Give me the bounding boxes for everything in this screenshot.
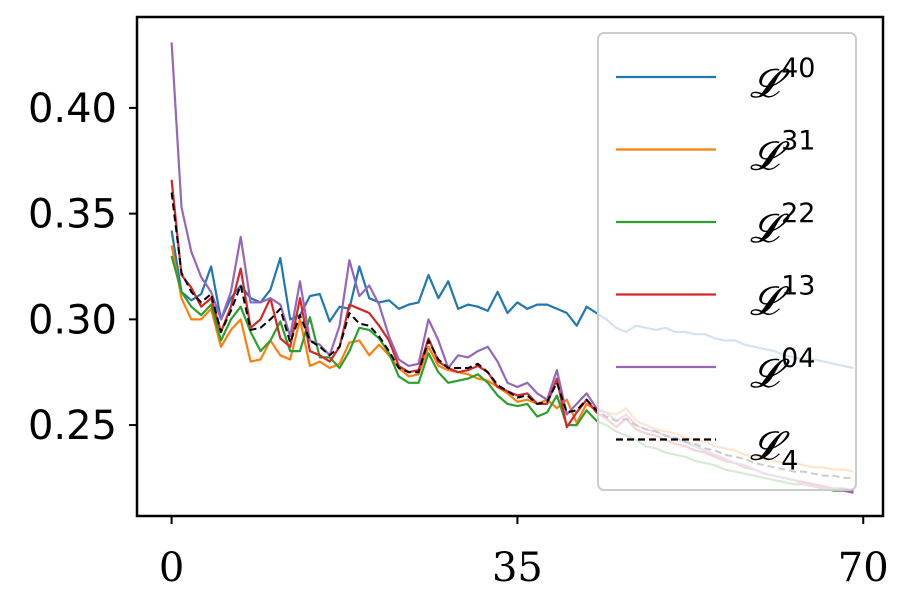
x-tick-label: 35 [492, 545, 543, 591]
y-tick-label: 0.25 [28, 403, 117, 449]
legend-box [597, 32, 857, 491]
legend-label-22: 𝓛22 [750, 198, 815, 252]
x-tick-label: 0 [159, 545, 184, 591]
plot-frame [135, 15, 885, 518]
y-tick-label: 0.30 [28, 297, 117, 343]
axes-layer: 0.25 0.30 0.35 0.40 0 35 70 [28, 86, 889, 591]
y-tick-label: 0.35 [28, 192, 117, 238]
x-tick-label: 70 [838, 545, 889, 591]
y-tick-label: 0.40 [28, 86, 117, 132]
